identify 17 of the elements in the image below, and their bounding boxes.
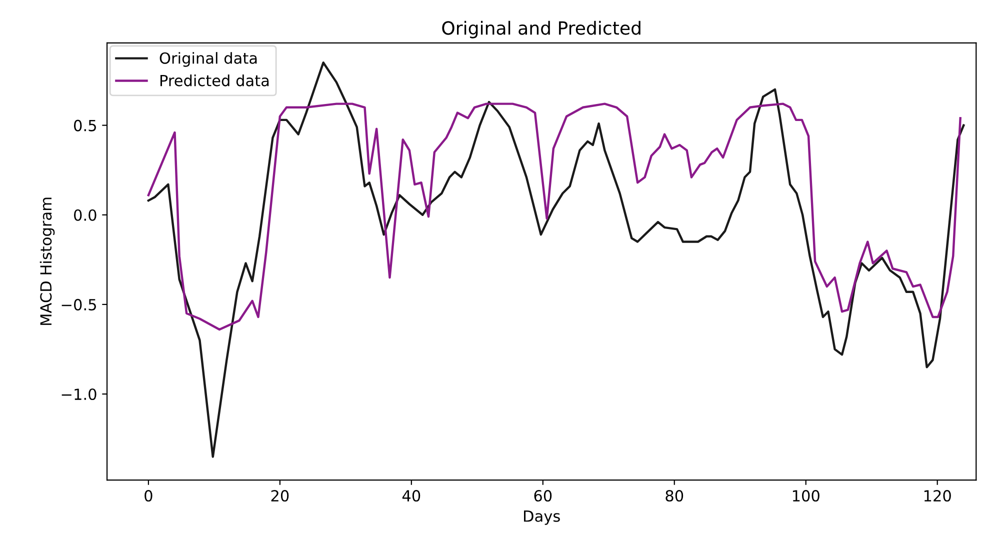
y-tick-label: −0.5: [62, 298, 96, 310]
y-axis-title: MACD Histogram: [40, 198, 55, 325]
y-tick-label: 0.0: [74, 209, 96, 221]
x-tick-label: 80: [666, 490, 684, 502]
x-tick-label: 0: [144, 490, 152, 502]
x-tick-label: 120: [924, 490, 951, 502]
chart-title: Original and Predicted: [442, 20, 640, 38]
x-tick-label: 20: [271, 490, 289, 502]
x-tick-label: 60: [534, 490, 552, 502]
y-tick-label: −1.0: [62, 388, 96, 400]
legend-label: Predicted data: [160, 74, 269, 86]
legend-label: Original data: [160, 52, 257, 67]
x-axis-title: Days: [524, 510, 560, 525]
y-tick-label: 0.5: [74, 120, 96, 132]
x-tick-label: 40: [402, 490, 420, 502]
line-series: [147, 102, 962, 331]
x-tick-label: 100: [792, 490, 820, 502]
